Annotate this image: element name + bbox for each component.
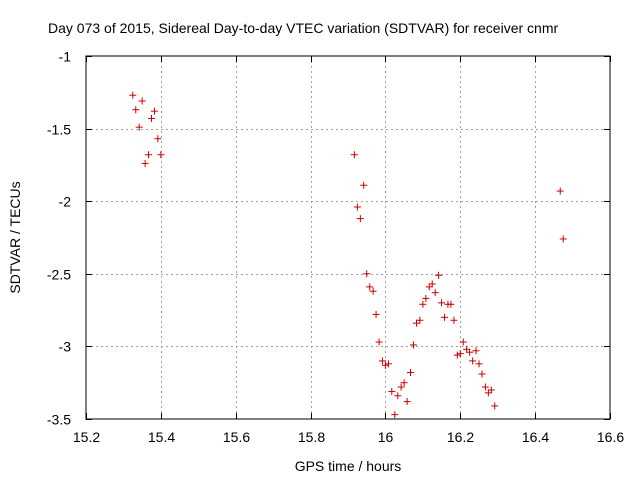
y-tick-label: -3 (59, 339, 72, 355)
axis-ticks: 15.2 15.4 15.6 15.8 16 16.2 16.4 16.6 -1 -1.5 -2 -2… (47, 49, 624, 446)
data-point (447, 300, 455, 308)
data-point (129, 91, 137, 99)
data-point (456, 350, 464, 358)
data-point (428, 280, 436, 288)
data-point (400, 379, 408, 387)
data-point (441, 313, 449, 321)
data-point (384, 360, 392, 368)
data-point (391, 411, 399, 419)
data-point (466, 348, 474, 356)
data-point (366, 283, 374, 291)
plot-frame (85, 55, 611, 420)
x-tick-label: 16.2 (447, 429, 474, 445)
data-point (350, 151, 358, 159)
data-point (148, 114, 155, 122)
data-point (157, 151, 165, 159)
x-tick-label: 16.4 (522, 429, 549, 445)
data-point (431, 289, 439, 297)
data-point (403, 398, 411, 406)
data-point (481, 383, 489, 391)
chart-title: Day 073 of 2015, Sidereal Day-to-day VTE… (48, 20, 558, 36)
data-point (145, 151, 153, 159)
data-point (463, 345, 471, 353)
data-point (141, 159, 149, 167)
x-tick-label: 15.6 (223, 429, 250, 445)
data-point (416, 316, 424, 324)
data-point (372, 310, 380, 318)
data-point (475, 360, 483, 368)
data-point (356, 215, 364, 223)
data-point (132, 106, 140, 114)
data-point (422, 294, 430, 302)
data-point (381, 361, 389, 369)
x-tick-label: 16 (378, 429, 394, 445)
x-tick-label: 15.4 (148, 429, 175, 445)
data-point (150, 107, 158, 115)
data-point (154, 135, 162, 143)
data-point (459, 338, 467, 346)
y-tick-label: -2 (59, 194, 72, 210)
data-point (487, 386, 495, 394)
data-point (412, 319, 420, 327)
data-point (135, 123, 143, 131)
x-tick-label: 16.6 (597, 429, 624, 445)
data-points (129, 91, 567, 419)
data-point (491, 402, 499, 410)
data-point (353, 203, 361, 211)
data-point (394, 392, 402, 400)
data-point (369, 287, 377, 295)
data-point (435, 271, 443, 279)
x-tick-label: 15.8 (298, 429, 325, 445)
data-point (438, 299, 446, 307)
y-tick-label: -3.5 (47, 412, 71, 428)
data-point (478, 370, 486, 378)
data-point (484, 389, 492, 397)
x-axis-label: GPS time / hours (295, 458, 402, 474)
x-tick-label: 15.2 (73, 429, 100, 445)
data-point (397, 383, 405, 391)
data-point (360, 181, 368, 189)
grid (86, 56, 610, 419)
y-tick-label: -1 (59, 49, 72, 65)
y-tick-label: -1.5 (47, 122, 71, 138)
data-point (425, 283, 433, 291)
y-tick-label: -2.5 (47, 267, 71, 283)
data-point (450, 316, 458, 324)
data-point (472, 347, 480, 355)
data-point (388, 387, 396, 395)
y-axis-label: SDTVAR / TECUs (7, 181, 23, 293)
data-point (407, 369, 415, 377)
data-point (378, 357, 386, 365)
data-point (138, 97, 146, 105)
data-point (469, 357, 477, 365)
data-point (559, 235, 567, 243)
data-point (410, 341, 417, 349)
data-point (375, 338, 383, 346)
data-point (453, 351, 461, 359)
data-point (556, 187, 564, 195)
data-point (419, 300, 427, 308)
data-point (363, 270, 371, 278)
